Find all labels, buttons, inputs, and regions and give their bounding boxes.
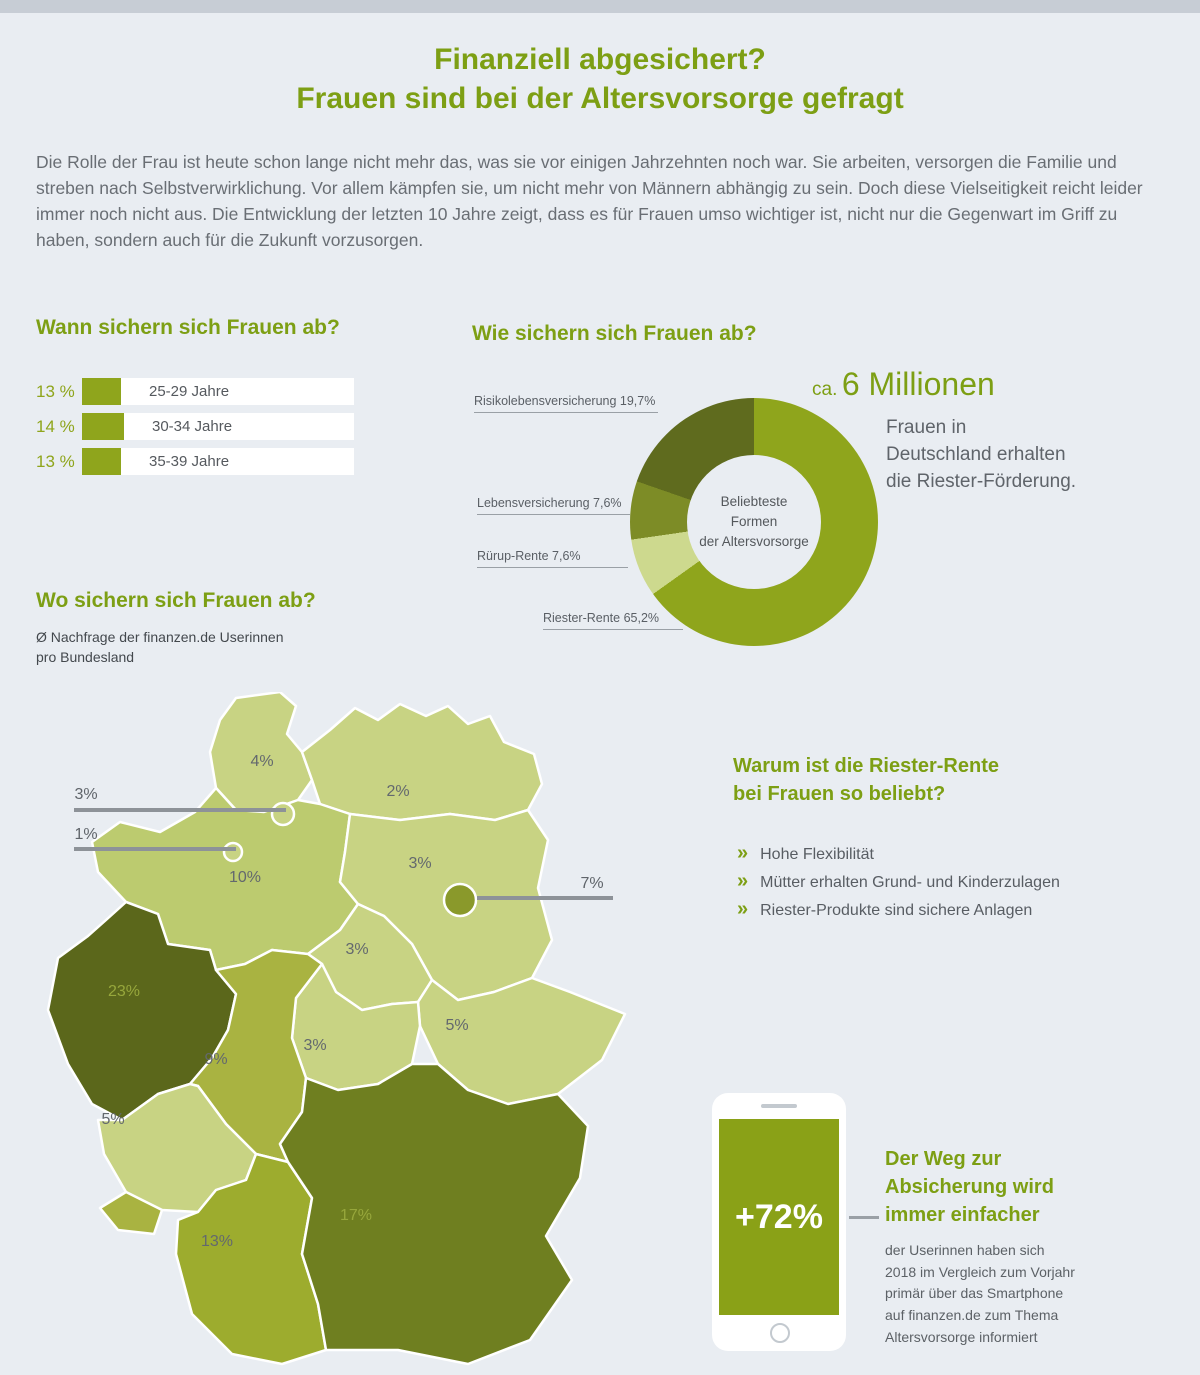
smartphone-icon: +72%: [712, 1093, 846, 1351]
bullet-text: Mütter erhalten Grund- und Kinderzulagen: [760, 874, 1060, 891]
callout-line-hamburg: [74, 808, 286, 812]
top-strip: [0, 0, 1200, 13]
map-label-be: 7%: [580, 875, 604, 892]
age-label-box: 30-34 Jahre: [124, 413, 354, 440]
map-label-rp: 5%: [101, 1111, 125, 1128]
where-subtitle: Ø Nachfrage der finanzen.de Userinnen pr…: [36, 629, 284, 666]
phone-heading-line: immer einfacher: [885, 1204, 1040, 1226]
phone-screen: +72%: [719, 1119, 839, 1315]
riester-stat: ca. 6 Millionen: [812, 366, 995, 403]
phone-heading-line: Der Weg zur: [885, 1148, 1002, 1170]
age-percent: 13 %: [36, 451, 75, 471]
bullet-item: » Riester-Produkte sind sichere Anlagen: [737, 899, 1060, 920]
legend-ruerup-rente: Rürup-Rente 7,6%: [477, 549, 628, 568]
state-bremen: [222, 841, 244, 863]
state-rheinland-pfalz: [96, 1082, 258, 1214]
germany-map: [46, 692, 627, 1366]
intro-text: Die Rolle der Frau ist heute schon lange…: [36, 152, 1143, 250]
map-label-st: 3%: [345, 941, 369, 958]
when-heading: Wann sichern sich Frauen ab?: [36, 316, 340, 339]
stat-text-line: die Riester-Förderung.: [886, 471, 1077, 492]
age-bar: [82, 413, 124, 440]
why-heading: Warum ist die Riester-Rente bei Frauen s…: [733, 752, 999, 808]
age-bar-row: 14 % 30-34 Jahre: [36, 413, 354, 440]
age-bar: [82, 378, 121, 405]
legend-risikolebensversicherung: Risikolebensversicherung 19,7%: [474, 394, 658, 413]
map-label-bb: 3%: [408, 855, 432, 872]
bullet-list: » Hohe Flexibilität » Mütter erhalten Gr…: [737, 843, 1060, 927]
map-label-hb: 1%: [74, 826, 98, 843]
double-chevron-icon: »: [737, 870, 749, 892]
donut-center-text: Beliebteste Formen der Altersvorsorge: [699, 492, 809, 553]
callout-line-bremen: [74, 847, 236, 851]
bullet-item: » Mütter erhalten Grund- und Kinderzulag…: [737, 871, 1060, 892]
map-label-he: 9%: [204, 1051, 228, 1068]
bullet-text: Riester-Produkte sind sichere Anlagen: [760, 902, 1033, 919]
state-bayern: [278, 1062, 590, 1366]
donut-center-line: der Altersvorsorge: [699, 534, 809, 550]
age-bar-row: 13 % 25-29 Jahre: [36, 378, 354, 405]
stat-text-line: Deutschland erhalten: [886, 444, 1066, 465]
bullet-item: » Hohe Flexibilität: [737, 843, 1060, 864]
bullet-text: Hohe Flexibilität: [760, 846, 874, 863]
phone-stat: +72%: [735, 1197, 823, 1236]
phone-heading: Der Weg zur Absicherung wird immer einfa…: [885, 1145, 1054, 1229]
age-bar-row: 13 % 35-39 Jahre: [36, 448, 354, 475]
age-label: 25-29 Jahre: [149, 383, 230, 400]
state-saarland: [98, 1190, 164, 1236]
callout-line-berlin: [477, 896, 613, 900]
legend-riester-rente: Riester-Rente 65,2%: [543, 611, 683, 630]
map-label-bw: 13%: [200, 1233, 234, 1250]
phone-heading-line: Absicherung wird: [885, 1176, 1054, 1198]
why-heading-line2: bei Frauen so beliebt?: [733, 783, 946, 805]
age-percent: 13 %: [36, 381, 75, 401]
page-title: Finanziell abgesichert? Frauen sind bei …: [0, 40, 1200, 118]
why-heading-line1: Warum ist die Riester-Rente: [733, 755, 999, 777]
map-label-sn: 5%: [445, 1017, 469, 1034]
double-chevron-icon: »: [737, 898, 749, 920]
age-label-box: 35-39 Jahre: [121, 448, 354, 475]
age-bar: [82, 448, 121, 475]
state-schleswig-holstein: [208, 692, 314, 814]
age-bar-chart: 13 % 25-29 Jahre 14 % 30-34 Jahre 13 % 3…: [36, 378, 354, 483]
age-label: 35-39 Jahre: [149, 453, 230, 470]
phone-connector-line: [849, 1216, 879, 1219]
stat-text-line: Frauen in: [886, 417, 967, 438]
riester-stat-text: Frauen in Deutschland erhalten die Riest…: [886, 414, 1076, 495]
map-label-th: 3%: [303, 1037, 327, 1054]
map-label-by: 17%: [339, 1207, 373, 1224]
double-chevron-icon: »: [737, 842, 749, 864]
age-percent: 14 %: [36, 416, 75, 436]
phone-home-button: [770, 1323, 790, 1343]
phone-description: der Userinnen haben sich 2018 im Verglei…: [885, 1242, 1075, 1345]
map-label-ni: 10%: [228, 869, 262, 886]
donut-hole: Beliebteste Formen der Altersvorsorge: [687, 455, 821, 589]
age-label: 30-34 Jahre: [152, 418, 233, 435]
phone-speaker: [761, 1104, 797, 1108]
page-title-line2: Frauen sind bei der Altersvorsorge gefra…: [296, 82, 904, 115]
donut-center-line: Beliebteste: [720, 493, 788, 509]
map-label-sh: 4%: [250, 753, 274, 770]
page-title-line1: Finanziell abgesichert?: [434, 43, 766, 76]
age-label-box: 25-29 Jahre: [121, 378, 354, 405]
stat-number: 6 Millionen: [841, 366, 995, 402]
map-label-mv: 2%: [386, 783, 410, 800]
state-mecklenburg-vorpommern: [300, 702, 544, 822]
donut-center-line: Formen: [730, 513, 778, 529]
donut-chart: Beliebteste Formen der Altersvorsorge: [630, 398, 878, 646]
legend-lebensversicherung: Lebensversicherung 7,6%: [477, 496, 630, 515]
state-berlin: [442, 882, 478, 918]
map-label-hh: 3%: [74, 786, 98, 803]
how-heading: Wie sichern sich Frauen ab?: [472, 322, 757, 345]
where-heading: Wo sichern sich Frauen ab?: [36, 589, 316, 612]
map-label-nw: 23%: [107, 983, 141, 1000]
state-hamburg: [270, 801, 296, 827]
stat-prefix: ca.: [812, 379, 838, 400]
